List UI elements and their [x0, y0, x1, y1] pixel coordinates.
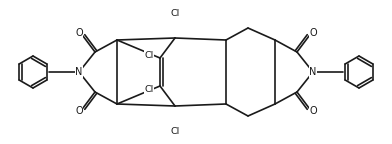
Text: O: O	[309, 28, 317, 38]
Text: Cl: Cl	[171, 126, 180, 136]
Text: N: N	[75, 67, 83, 77]
Text: O: O	[75, 28, 83, 38]
Text: N: N	[309, 67, 317, 77]
Text: O: O	[75, 106, 83, 116]
Text: Cl: Cl	[171, 8, 180, 18]
Text: O: O	[309, 106, 317, 116]
Text: Cl: Cl	[144, 51, 154, 59]
Text: Cl: Cl	[144, 85, 154, 93]
